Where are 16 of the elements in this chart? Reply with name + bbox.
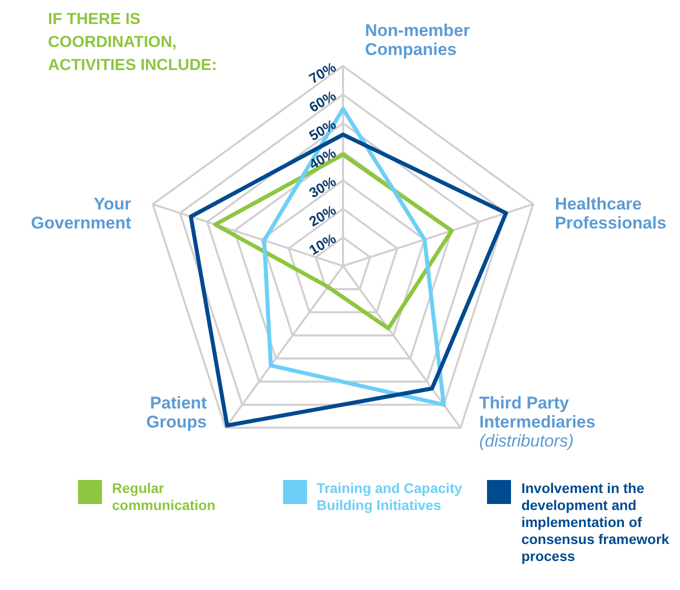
- spoke-label: Healthcare Professionals: [554, 194, 666, 233]
- spoke-label: Non-member Companies: [365, 21, 470, 59]
- spoke-label: Your Government: [31, 194, 132, 233]
- text: IF THERE IS COORDINATION, ACTIVITIES INCLUDE:: [48, 10, 218, 76]
- spoke-label: Patient Groups: [146, 393, 208, 432]
- spoke-label: Third Party Intermediaries (distributors): [479, 393, 596, 450]
- legend-label: Regular communication: [112, 480, 216, 514]
- legend-label: Training and Capacity Building Initiatives: [316, 480, 464, 514]
- y-tick-label: 70%: [306, 58, 339, 87]
- y-tick-label: 10%: [306, 230, 339, 258]
- y-tick-label: 40%: [306, 144, 339, 172]
- y-tick-label: 20%: [306, 201, 339, 230]
- y-tick-label: 50%: [306, 116, 339, 144]
- legend-label: Involvement in the development and implementation of consensus framework process: [521, 480, 670, 565]
- y-tick-label: 60%: [306, 87, 339, 116]
- y-tick-label: 30%: [306, 172, 339, 201]
